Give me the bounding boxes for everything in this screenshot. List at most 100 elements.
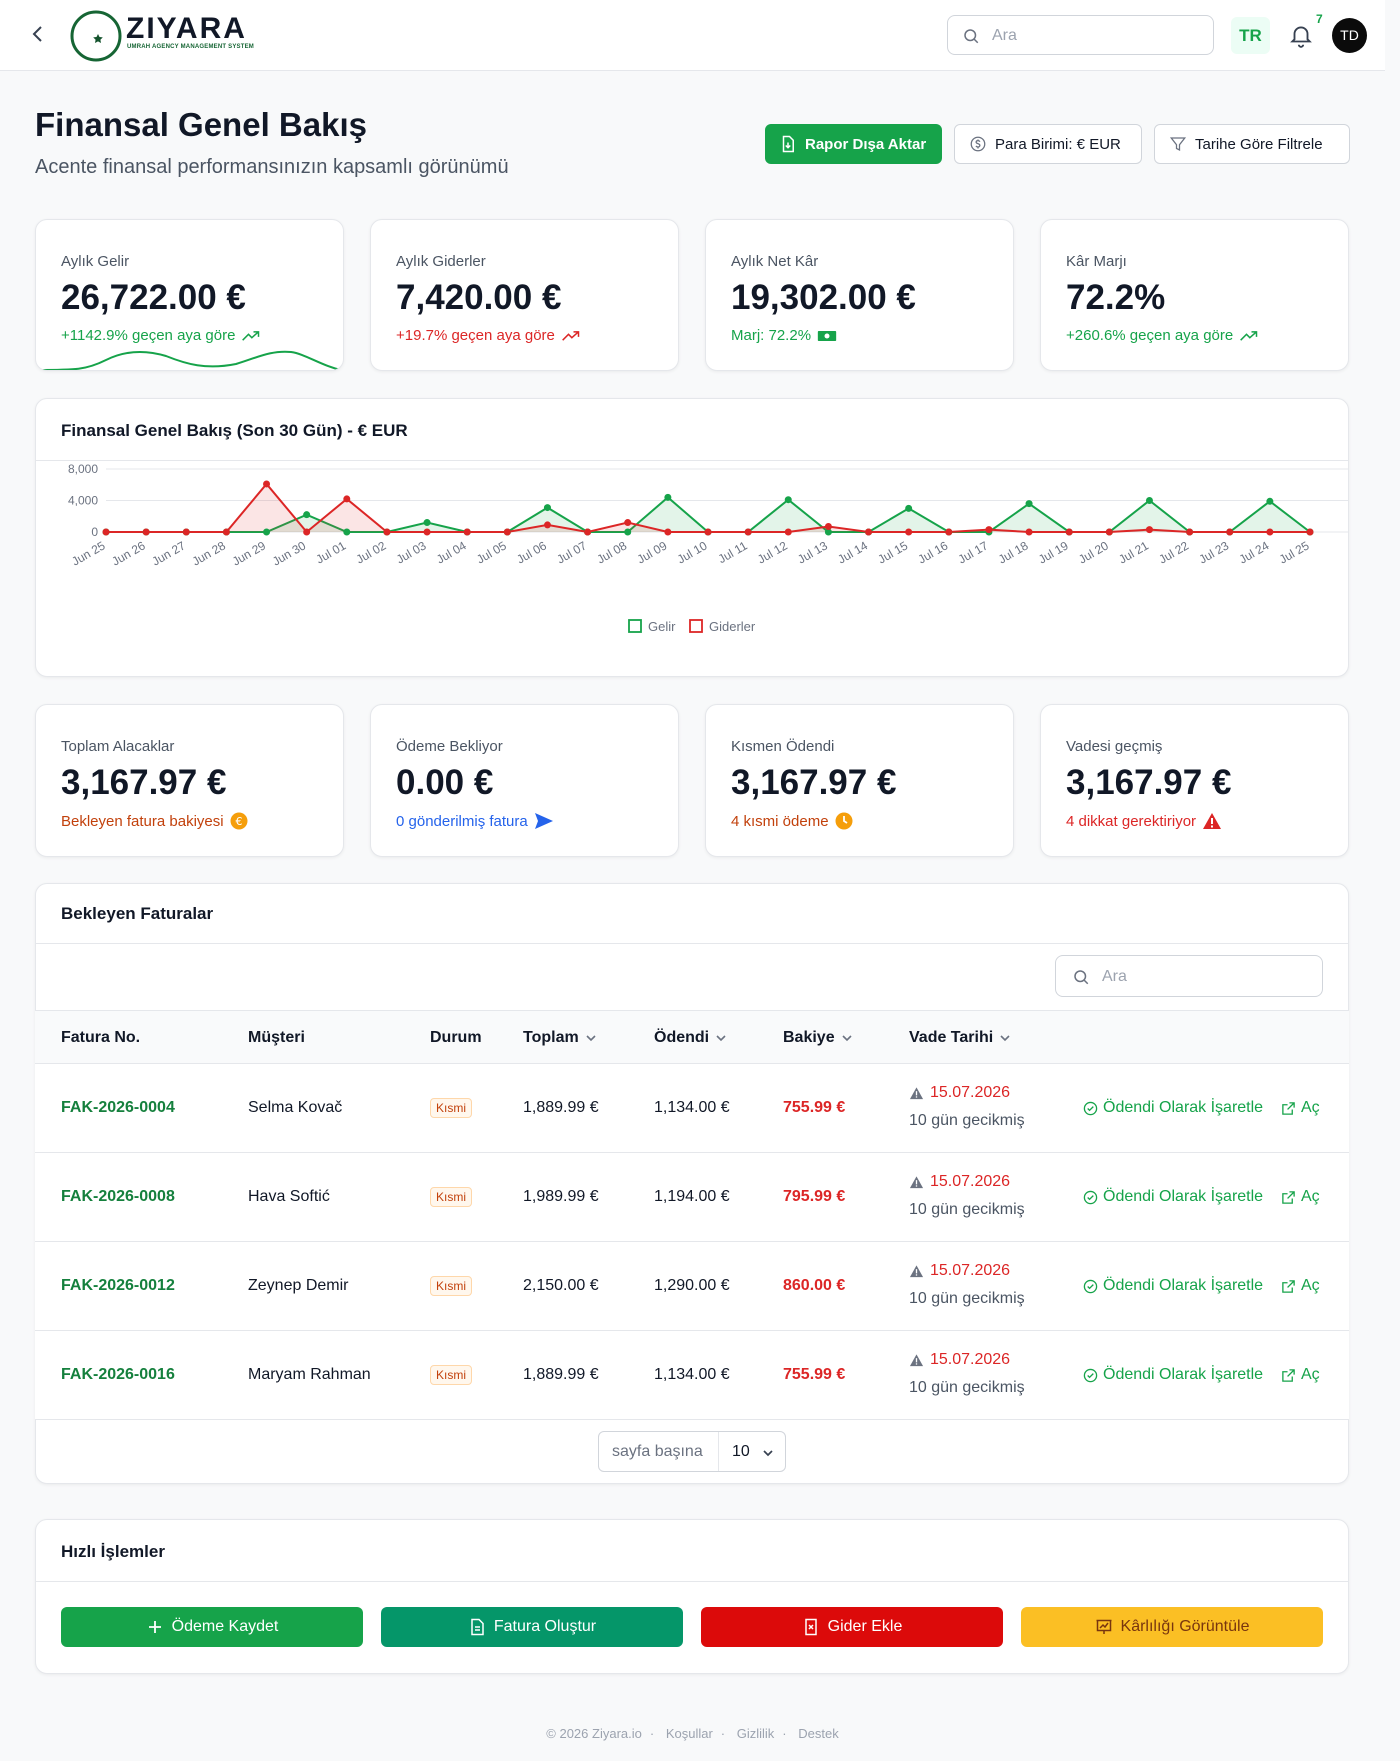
mark-paid-button[interactable]: Ödendi Olarak İşaretle bbox=[1083, 1099, 1263, 1117]
status-badge: Kısmi bbox=[430, 1365, 472, 1385]
stat-label: Toplam Alacaklar bbox=[61, 738, 175, 755]
legend-swatch bbox=[689, 619, 703, 633]
warning-icon bbox=[1203, 813, 1222, 829]
x-tick-label: Jul 03 bbox=[394, 538, 429, 566]
open-invoice-button[interactable]: Aç bbox=[1281, 1099, 1320, 1117]
trending-up-icon bbox=[242, 330, 260, 341]
stat-note: +19.7% geçen aya göre bbox=[396, 327, 581, 344]
warning-icon bbox=[909, 1086, 924, 1099]
stat-label: Aylık Gelir bbox=[61, 253, 130, 270]
open-invoice-button[interactable]: Aç bbox=[1281, 1277, 1320, 1295]
data-point bbox=[704, 528, 712, 536]
finance-chart-card: Finansal Genel Bakış (Son 30 Gün) - € EU… bbox=[35, 398, 1349, 677]
x-tick-label: Jul 05 bbox=[474, 538, 509, 566]
open-label: Aç bbox=[1301, 1366, 1320, 1383]
data-point bbox=[624, 519, 632, 527]
data-point bbox=[543, 521, 551, 529]
column-label: Toplam bbox=[523, 1029, 579, 1046]
bell-icon[interactable] bbox=[1288, 22, 1314, 48]
total-amount: 1,889.99 € bbox=[523, 1366, 599, 1383]
check-circle-icon bbox=[1083, 1190, 1098, 1204]
view-profitability-button[interactable]: Kârlılığı Görüntüle bbox=[1021, 1607, 1323, 1647]
invoice-number-link[interactable]: FAK-2026-0008 bbox=[61, 1188, 175, 1205]
invoice-number-link[interactable]: FAK-2026-0016 bbox=[61, 1366, 175, 1383]
stat-value: 3,167.97 € bbox=[61, 763, 227, 802]
due-date-text: 15.07.2026 bbox=[930, 1084, 1011, 1101]
data-point bbox=[263, 528, 271, 536]
receipt-icon bbox=[804, 1618, 817, 1636]
export-report-label: Rapor Dışa Aktar bbox=[805, 135, 927, 153]
footer-terms-link[interactable]: Koşullar bbox=[665, 1726, 713, 1741]
x-tick-label: Jul 23 bbox=[1196, 538, 1231, 566]
user-avatar[interactable]: TD bbox=[1332, 18, 1367, 53]
paid-amount: 1,290.00 € bbox=[654, 1277, 730, 1294]
export-report-button[interactable]: Rapor Dışa Aktar bbox=[765, 124, 942, 164]
x-tick-label: Jul 15 bbox=[875, 538, 910, 566]
x-tick-label: Jul 10 bbox=[675, 538, 710, 566]
stat-card-monthly-income: Aylık Gelir 26,722.00 € +1142.9% geçen a… bbox=[35, 219, 344, 371]
mark-paid-button[interactable]: Ödendi Olarak İşaretle bbox=[1083, 1188, 1263, 1206]
invoice-number-link[interactable]: FAK-2026-0004 bbox=[61, 1099, 175, 1116]
clock-icon bbox=[835, 812, 853, 830]
data-point bbox=[423, 519, 431, 527]
total-amount: 1,989.99 € bbox=[523, 1188, 599, 1205]
invoice-search-input[interactable]: Ara bbox=[1055, 955, 1323, 997]
per-page-selector[interactable]: sayfa başına 10 bbox=[598, 1431, 786, 1472]
back-arrow-icon[interactable] bbox=[26, 22, 50, 46]
column-total[interactable]: Toplam bbox=[523, 1029, 597, 1047]
x-tick-label: Jul 13 bbox=[795, 538, 830, 566]
data-point bbox=[1065, 528, 1073, 536]
footer-privacy-link[interactable]: Gizlilik bbox=[736, 1726, 775, 1741]
column-due-date[interactable]: Vade Tarihi bbox=[909, 1029, 1011, 1047]
data-point bbox=[1226, 528, 1234, 536]
stat-label: Ödeme Bekliyor bbox=[396, 738, 503, 755]
data-point bbox=[584, 528, 592, 536]
y-tick-label: 4,000 bbox=[68, 494, 98, 508]
logo-crescent-icon bbox=[70, 10, 122, 62]
stat-note-text: 4 dikkat gerektiriyor bbox=[1066, 812, 1197, 830]
global-search-input[interactable]: Ara bbox=[947, 15, 1214, 55]
status-badge: Kısmi bbox=[430, 1276, 472, 1296]
footer-support-link[interactable]: Destek bbox=[798, 1726, 839, 1741]
column-label: Müşteri bbox=[248, 1029, 305, 1046]
x-tick-label: Jun 27 bbox=[150, 538, 188, 568]
stat-value: 3,167.97 € bbox=[731, 763, 897, 802]
send-icon bbox=[534, 813, 553, 829]
data-point bbox=[624, 528, 632, 536]
column-balance[interactable]: Bakiye bbox=[783, 1029, 853, 1047]
invoice-number-link[interactable]: FAK-2026-0012 bbox=[61, 1277, 175, 1294]
x-tick-label: Jul 24 bbox=[1237, 538, 1272, 566]
data-point bbox=[865, 528, 873, 536]
data-point bbox=[744, 528, 752, 536]
language-toggle[interactable]: TR bbox=[1231, 17, 1270, 54]
stat-value: 7,420.00 € bbox=[396, 278, 562, 317]
stat-label: Aylık Giderler bbox=[396, 253, 486, 270]
button-label: Ödeme Kaydet bbox=[171, 1618, 279, 1635]
data-point bbox=[1186, 528, 1194, 536]
plus-icon bbox=[148, 1621, 161, 1633]
x-tick-label: Jul 20 bbox=[1076, 538, 1111, 566]
warning-icon bbox=[909, 1264, 924, 1277]
table-row: FAK-2026-0016 Maryam Rahman Kısmi 1,889.99 … bbox=[35, 1331, 1349, 1420]
chevron-down-icon bbox=[842, 1035, 852, 1042]
column-invoice-no: Fatura No. bbox=[61, 1029, 140, 1047]
currency-button[interactable]: Para Birimi: € EUR bbox=[954, 124, 1142, 164]
mark-paid-label: Ödendi Olarak İşaretle bbox=[1103, 1099, 1264, 1116]
date-filter-button[interactable]: Tarihe Göre Filtrele bbox=[1154, 124, 1350, 164]
data-point bbox=[905, 504, 913, 512]
open-invoice-button[interactable]: Aç bbox=[1281, 1188, 1320, 1206]
column-label: Vade Tarihi bbox=[909, 1029, 994, 1046]
column-paid[interactable]: Ödendi bbox=[654, 1029, 727, 1047]
mark-paid-button[interactable]: Ödendi Olarak İşaretle bbox=[1083, 1366, 1263, 1384]
quick-actions-card: Hızlı İşlemler bbox=[35, 1519, 1349, 1674]
record-payment-button[interactable]: Ödeme Kaydet bbox=[61, 1607, 363, 1647]
create-invoice-button[interactable]: Fatura Oluştur bbox=[381, 1607, 683, 1647]
data-point bbox=[343, 495, 351, 503]
open-invoice-button[interactable]: Aç bbox=[1281, 1366, 1320, 1384]
button-label: Kârlılığı Görüntüle bbox=[1120, 1618, 1250, 1635]
x-tick-label: Jun 25 bbox=[69, 538, 107, 568]
mark-paid-button[interactable]: Ödendi Olarak İşaretle bbox=[1083, 1277, 1263, 1295]
data-point bbox=[182, 528, 190, 536]
add-expense-button[interactable]: Gider Ekle bbox=[701, 1607, 1003, 1647]
